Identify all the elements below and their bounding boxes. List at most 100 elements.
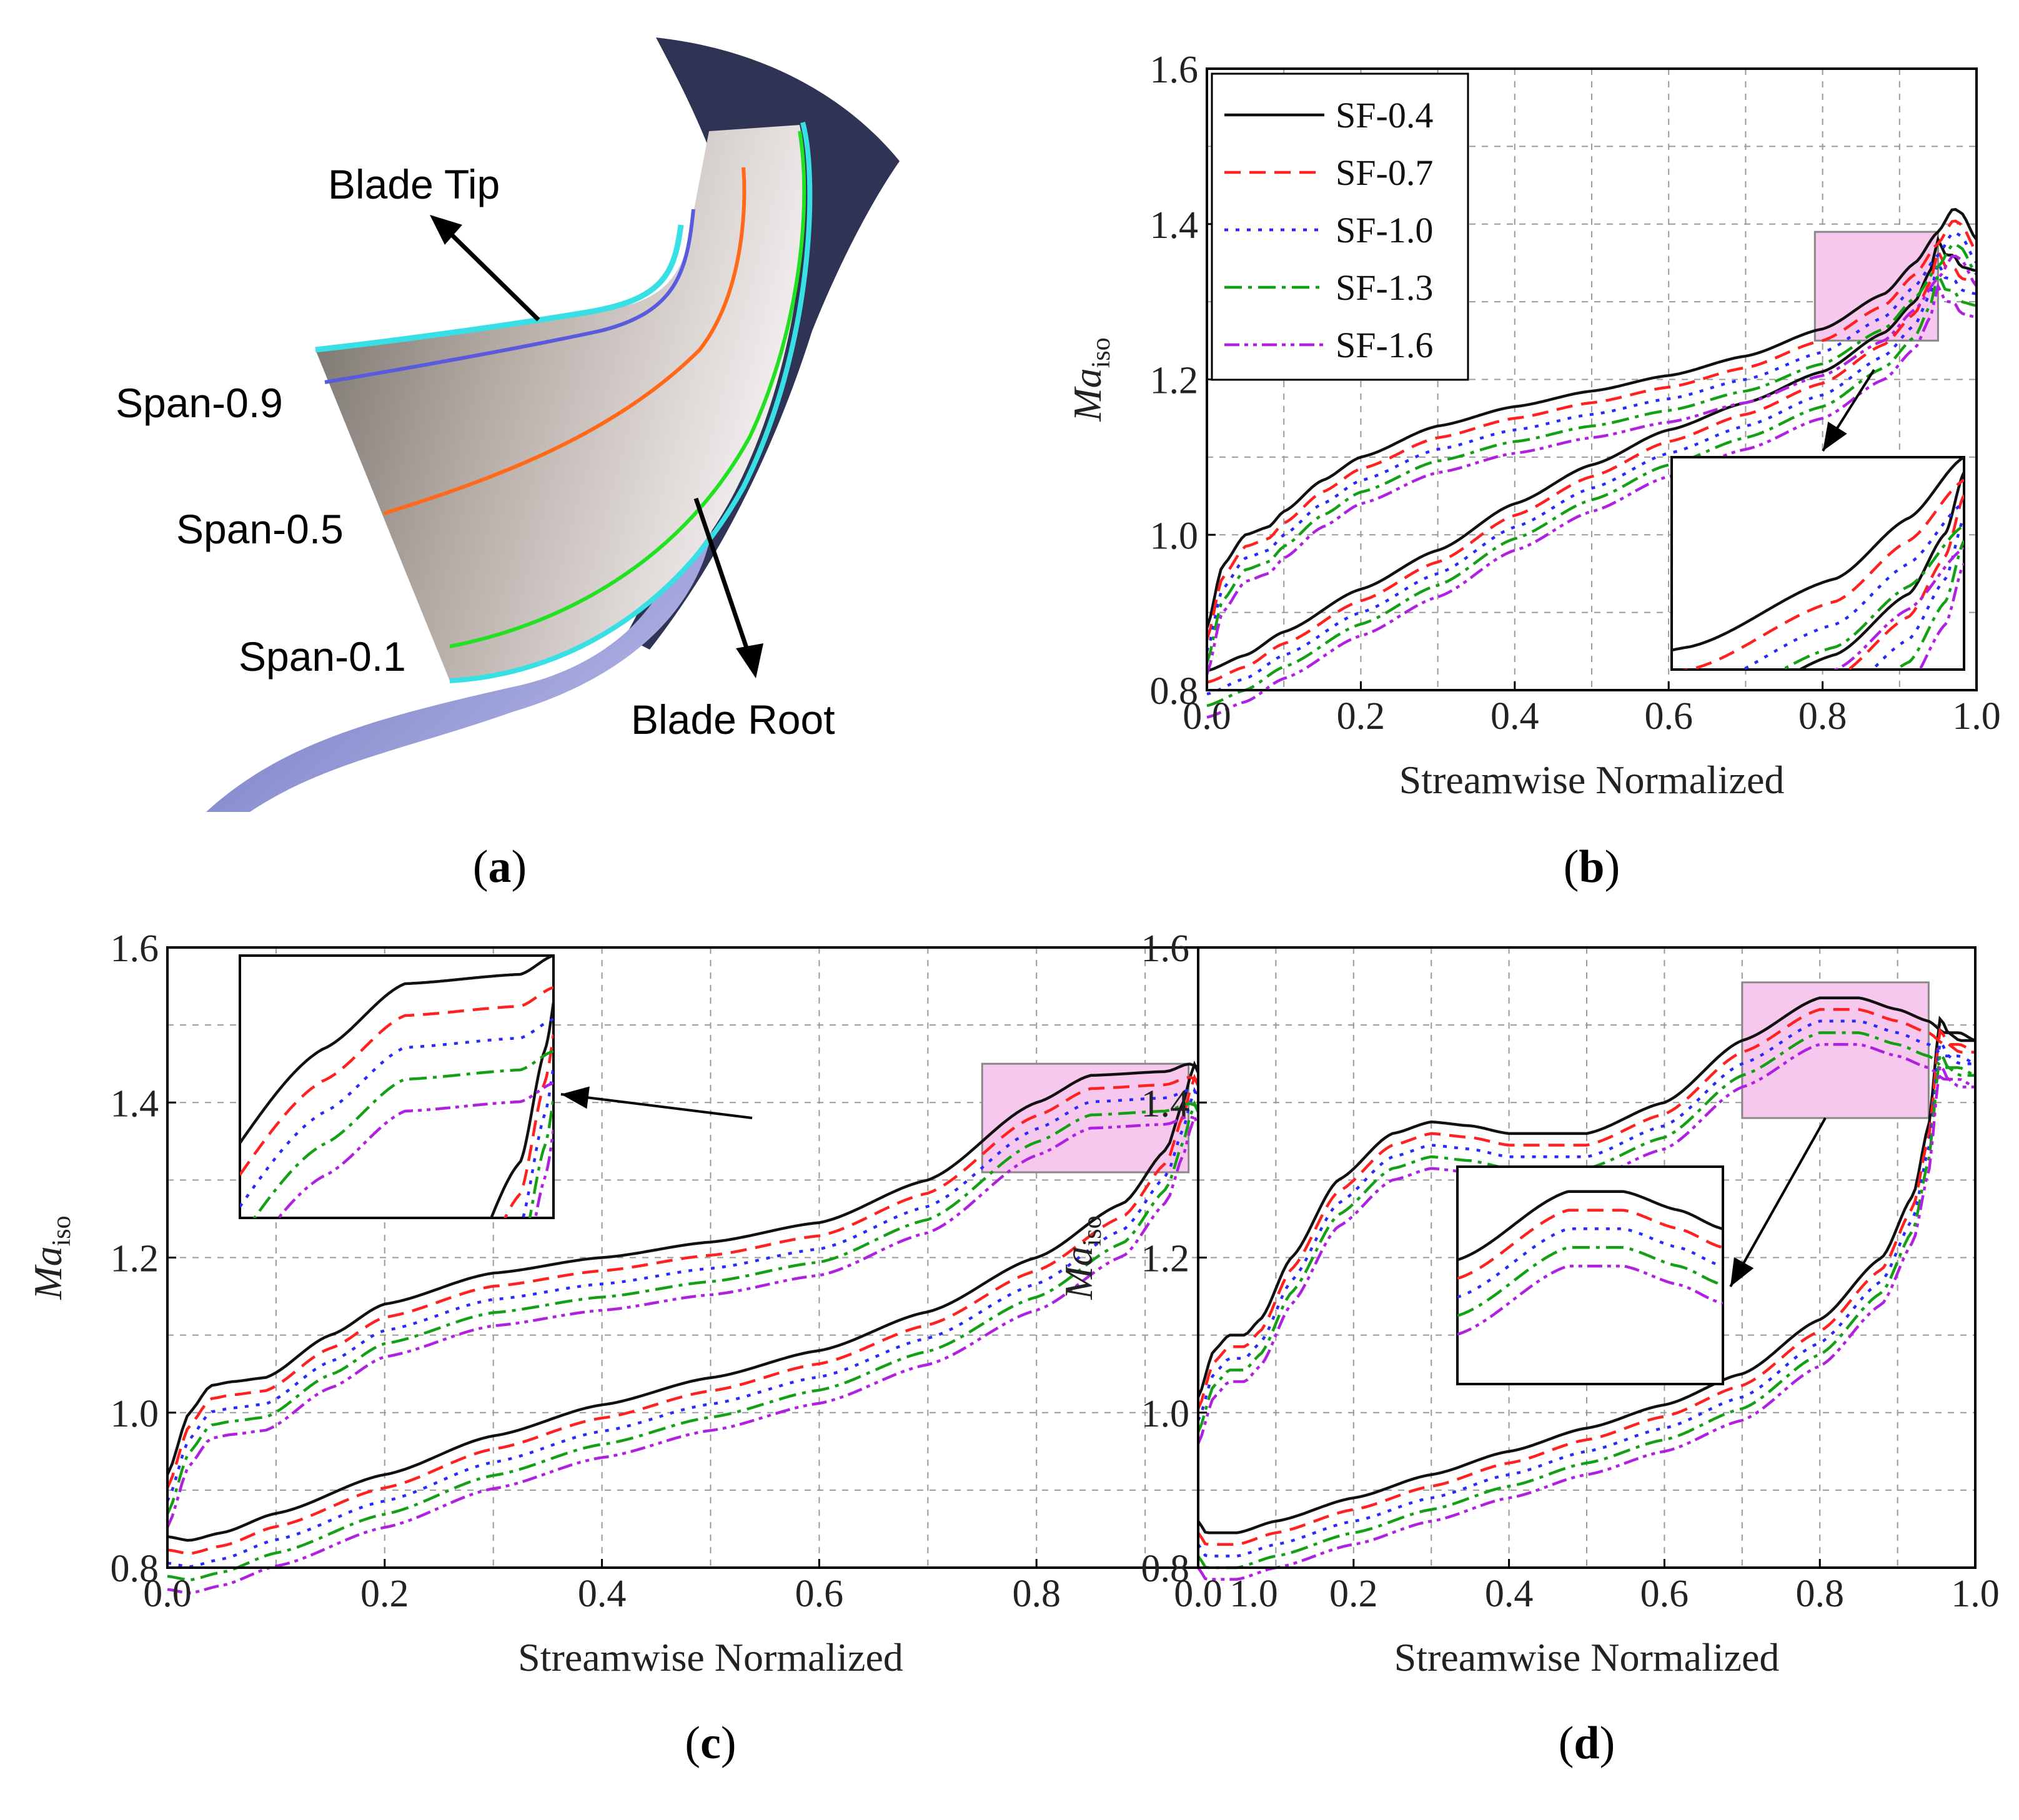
inset-series-sf-16-suction-side (1830, 546, 1964, 670)
y-tick-label: 1.6 (111, 927, 159, 970)
series-sf-07-pressure-side (1197, 1027, 1975, 1546)
series-sf-04-suction-side (1196, 996, 1976, 1398)
chart-c: 0.0 0.2 0.4 0.6 0.8 1.0 0.8 1.0 1.2 1.4 1.6 Streamw… (26, 927, 1278, 1769)
inset-lines (1457, 1190, 1723, 1336)
blade-root-arrowhead (736, 643, 763, 678)
series-sf-07-suction-side (166, 1072, 1255, 1489)
y-tick-label: 1.0 (111, 1393, 159, 1435)
legend-label: SF-1.0 (1336, 210, 1433, 250)
caption-d: (d) (1559, 1718, 1615, 1769)
x-tick-label: 0.8 (1012, 1573, 1061, 1615)
span-09-label: Span-0.9 (116, 380, 283, 426)
zoom-arrow (1729, 1117, 1827, 1287)
x-tick-label: 0.6 (1640, 1573, 1689, 1615)
legend-label: SF-1.6 (1336, 325, 1433, 365)
inset-series-sf-07-pressure-side (1846, 494, 1964, 670)
inset-series-sf-13-suction-side (1780, 524, 1964, 670)
x-tick-label: 0.2 (1337, 695, 1386, 738)
series-sf-16-suction-side (166, 1112, 1255, 1528)
zoom-region (1741, 981, 1930, 1119)
y-axis-label: Maiso (1065, 337, 1116, 422)
series-sf-13-pressure-side (1197, 1050, 1975, 1570)
series-sf-13-suction-side (1196, 1031, 1976, 1433)
y-tick-label: 1.4 (111, 1082, 159, 1125)
x-axis-label: Streamwise Normalized (1394, 1635, 1780, 1679)
blade-tip-label: Blade Tip (328, 161, 500, 207)
inset-series-sf-04-suction-side (1672, 457, 1964, 652)
series-sf-07-pressure-side (1206, 247, 1977, 684)
inset-box (1456, 1165, 1724, 1385)
series-sf-10-suction-side (1205, 231, 1978, 652)
inset-series-sf-07-suction-side (240, 986, 553, 1176)
x-tick-label: 0.4 (1485, 1573, 1534, 1615)
span-01-label: Span-0.1 (239, 633, 406, 680)
series-sf-16-pressure-side (1206, 282, 1977, 719)
series-sf-04-pressure-side (1206, 235, 1977, 673)
inset-series-sf-07-suction-side (1457, 1209, 1723, 1280)
series-sf-04-pressure-side (167, 1060, 1255, 1542)
legend-box (1211, 72, 1469, 381)
inset-series-sf-10-suction-side (1740, 501, 1964, 670)
y-tick-label: 1.2 (111, 1238, 159, 1280)
span-05-label: Span-0.5 (176, 506, 344, 552)
x-tick-label: 0.6 (795, 1573, 844, 1615)
caption-a: (a) (473, 841, 527, 893)
blade-root-edge (449, 121, 813, 683)
blade-root-label: Blade Root (631, 696, 835, 743)
x-tick-label: 0.2 (1329, 1573, 1378, 1615)
chart-b: 0.0 0.2 0.4 0.6 0.8 1.0 0.8 1.0 1.2 1.4 1.6 Streamw… (1065, 49, 2001, 893)
inset-series-sf-07-suction-side (1681, 478, 1964, 670)
inset-series-sf-13-suction-side (252, 1049, 553, 1218)
x-tick-label: 1.0 (1952, 695, 2001, 738)
x-tick-label: 0.0 (1183, 695, 1231, 738)
legend-label: SF-0.7 (1336, 152, 1433, 193)
span-09-line (324, 209, 695, 384)
inset-series-sf-16-suction-side (277, 1081, 553, 1218)
x-tick-label: 0.8 (1798, 695, 1847, 738)
y-tick-label: 1.4 (1141, 1082, 1190, 1125)
blade-tip-edge (315, 224, 684, 353)
y-tick-label: 0.8 (1141, 1548, 1190, 1590)
blade-root-arrow (693, 497, 752, 658)
zoom-arrowhead (561, 1086, 590, 1109)
series-sf-16-pressure-side (167, 1113, 1255, 1595)
y-tick-label: 1.6 (1141, 927, 1190, 970)
series-sf-07-suction-side (1205, 219, 1978, 640)
y-tick-label: 1.6 (1150, 49, 1199, 91)
y-axis-label: Maiso (1056, 1215, 1107, 1300)
inset-series-sf-04-pressure-side (1797, 472, 1964, 670)
blade-illustration: Blade Tip Blade Root Span-0.9 Span-0.5 S… (116, 37, 900, 893)
y-tick-label: 0.8 (1150, 670, 1199, 713)
x-axis-label: Streamwise Normalized (518, 1635, 903, 1679)
series-sf-04-suction-side (1205, 207, 1978, 629)
series-sf-16-suction-side (1205, 254, 1978, 675)
inset-series-sf-04-pressure-side (489, 1002, 553, 1218)
x-tick-label: 0.4 (1491, 695, 1539, 738)
y-tick-label: 1.4 (1150, 204, 1199, 247)
series-sf-13-pressure-side (167, 1100, 1255, 1581)
caption-b: (b) (1564, 841, 1620, 893)
zoom-arrow (560, 1093, 753, 1119)
y-axis-label: Maiso (26, 1215, 76, 1300)
x-tick-label: 0.0 (1174, 1573, 1223, 1615)
series-sf-10-pressure-side (1206, 259, 1977, 696)
x-tick-label: 0.4 (578, 1573, 627, 1615)
zoom-arrowhead (1730, 1257, 1754, 1287)
x-tick-label: 0.2 (360, 1573, 409, 1615)
y-tick-label: 0.8 (111, 1548, 159, 1590)
x-tick-label: 0.6 (1644, 695, 1693, 738)
caption-c: (c) (685, 1718, 736, 1769)
series-sf-04-pressure-side (1197, 1016, 1975, 1535)
x-tick-label: 1.0 (1951, 1573, 2000, 1615)
y-tick-label: 1.0 (1141, 1393, 1190, 1435)
series-sf-04-suction-side (166, 1059, 1255, 1476)
legend-label: SF-1.3 (1336, 267, 1433, 308)
x-axis-label: Streamwise Normalized (1399, 758, 1785, 802)
zoom-arrowhead (1823, 422, 1847, 451)
blade-tip-arrow (445, 228, 540, 322)
series-sf-13-suction-side (1205, 242, 1978, 664)
inset-series-sf-04-suction-side (1457, 1190, 1723, 1262)
series-sf-13-pressure-side (1206, 270, 1977, 708)
inset-series-sf-04-suction-side (240, 956, 553, 1144)
